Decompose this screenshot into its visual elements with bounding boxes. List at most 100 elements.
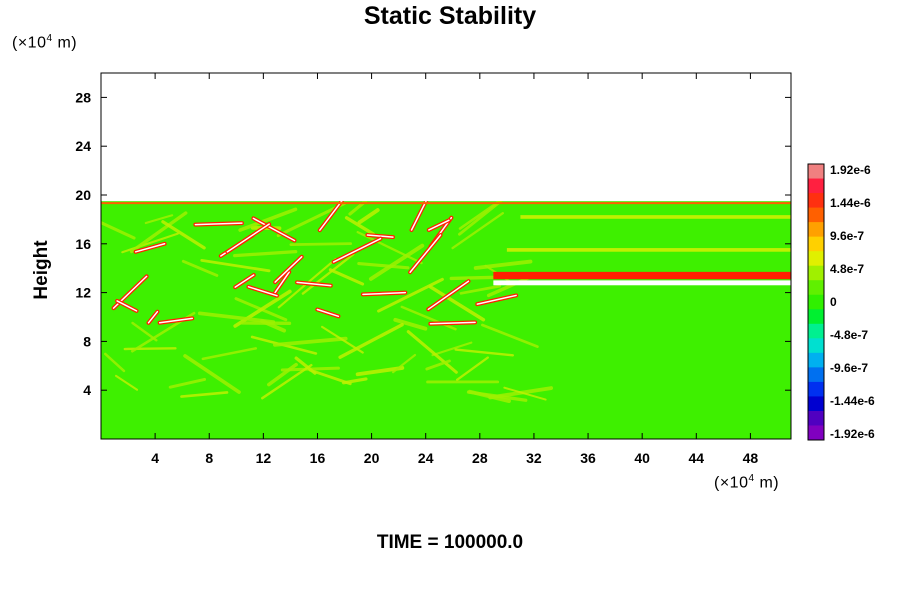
- field-filament-core: [274, 256, 303, 283]
- x-tick-label: 32: [526, 450, 542, 466]
- colorbar-label: 9.6e-7: [830, 229, 864, 243]
- field-background: [101, 201, 791, 439]
- x-tick-label: 24: [418, 450, 434, 466]
- field-streak: [121, 232, 179, 254]
- field-streak: [338, 323, 404, 359]
- field-streak: [428, 285, 486, 322]
- field-filament-core: [362, 291, 407, 296]
- field-filament-core: [226, 223, 270, 253]
- plot-frame: [100, 72, 792, 440]
- colorbar-segment: [808, 164, 824, 180]
- field-streak: [200, 258, 271, 273]
- field-streak: [392, 353, 417, 374]
- y-unit-exponent: 4: [46, 33, 53, 44]
- x-tick-label: 44: [689, 450, 705, 466]
- field-streak: [406, 330, 458, 374]
- time-label: TIME = 100000.0: [376, 532, 524, 553]
- field-filament-core: [234, 274, 255, 288]
- x-unit-prefix: (×10: [714, 474, 749, 492]
- y-tick-label: 8: [83, 333, 91, 349]
- field-streak: [357, 208, 380, 225]
- colorbar-segment: [808, 251, 824, 267]
- y-tick-label: 24: [75, 138, 91, 154]
- x-unit-exponent: 4: [748, 473, 755, 484]
- x-tick-label: 40: [634, 450, 650, 466]
- colorbar-segment: [808, 338, 824, 354]
- colorbar-segment: [808, 425, 824, 441]
- stability-field: [101, 201, 791, 439]
- field-streak: [451, 212, 504, 250]
- colorbar-label: -1.92e-6: [830, 427, 875, 441]
- field-filament-core: [247, 286, 278, 297]
- field-streak: [355, 365, 405, 377]
- field-streak: [273, 336, 348, 347]
- plot-area: [101, 201, 791, 439]
- field-streak: [129, 211, 188, 254]
- field-filament-core: [332, 237, 382, 263]
- colorbar-label: 1.92e-6: [830, 163, 871, 177]
- field-streak: [131, 321, 158, 342]
- field-streak: [454, 348, 515, 357]
- field-streak: [181, 259, 219, 277]
- field-streak: [115, 374, 139, 391]
- colorbar-segment: [808, 352, 824, 368]
- field-streak: [289, 242, 353, 247]
- field-streak: [101, 221, 136, 240]
- x-tick-label: 48: [743, 450, 759, 466]
- field-streak: [294, 356, 317, 375]
- y-unit-prefix: (×10: [12, 34, 47, 52]
- field-filament-core: [158, 317, 194, 324]
- field-streak: [431, 341, 473, 357]
- field-streak: [183, 354, 241, 394]
- y-tick-label: 28: [75, 89, 91, 105]
- x-tick-label: 12: [256, 450, 272, 466]
- field-band-2: [506, 248, 791, 252]
- colorbar-label: 4.8e-7: [830, 262, 864, 276]
- field-band-0: [493, 271, 791, 280]
- field-streak: [168, 377, 207, 389]
- field-filament-core: [147, 310, 159, 324]
- field-band-1: [493, 280, 791, 286]
- field-filament-core: [428, 219, 450, 231]
- field-streak: [348, 201, 369, 216]
- y-tick-label: 16: [75, 236, 91, 252]
- field-streak: [261, 363, 313, 400]
- field-filament-core: [316, 308, 340, 318]
- field-streak: [377, 277, 444, 313]
- field-filament-core: [429, 321, 476, 325]
- colorbar-segment: [808, 410, 824, 426]
- colorbar-segment: [808, 265, 824, 281]
- field-streak: [267, 362, 298, 387]
- field-streak: [400, 305, 457, 331]
- field-filament-core: [409, 234, 442, 273]
- chart-title: Static Stability: [363, 2, 537, 30]
- field-streak: [473, 259, 533, 270]
- colorbar-label: 1.44e-6: [830, 196, 871, 210]
- field-streak: [276, 201, 346, 238]
- colorbar-segment: [808, 367, 824, 383]
- colorbar-segment: [808, 222, 824, 238]
- field-streak: [344, 216, 375, 236]
- colorbar-segment: [808, 236, 824, 252]
- colorbar-frame: [807, 163, 825, 441]
- x-tick-label: 4: [151, 450, 159, 466]
- field-streak: [233, 249, 298, 258]
- field-filament-core: [296, 281, 332, 287]
- x-tick-label: 36: [580, 450, 596, 466]
- field-streak: [144, 214, 174, 225]
- colorbar-segment: [808, 294, 824, 310]
- colorbar-segment: [808, 207, 824, 223]
- colorbar-label: -9.6e-7: [830, 361, 868, 375]
- y-unit-suffix: m): [52, 34, 78, 52]
- colorbar-segment: [808, 309, 824, 325]
- field-streak: [356, 231, 423, 265]
- field-streak: [104, 352, 126, 373]
- field-filament-core: [252, 217, 296, 242]
- colorbar-segment: [808, 193, 824, 209]
- field-streak: [341, 377, 368, 385]
- x-tick-label: 20: [364, 450, 380, 466]
- colorbar-label: -4.8e-7: [830, 328, 868, 342]
- y-tick-label: 4: [83, 382, 91, 398]
- field-filament-core: [116, 300, 138, 312]
